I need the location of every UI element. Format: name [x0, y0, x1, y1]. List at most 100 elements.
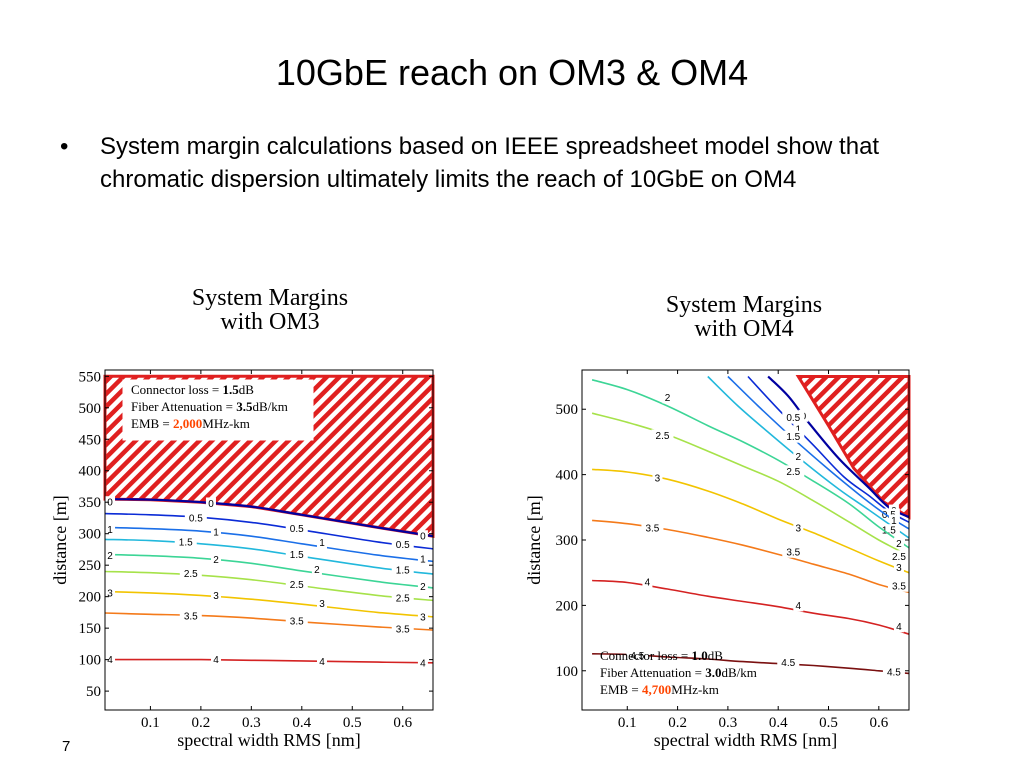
contour-label-0.5: 0.5 — [396, 540, 410, 551]
contour-label-bg — [893, 620, 904, 633]
contour-label-0: 0 — [107, 498, 113, 509]
y-tick-label: 550 — [79, 369, 102, 385]
contour-label-bg — [777, 656, 800, 669]
x-tick-label: 0.6 — [393, 715, 412, 731]
contour-label-4.5: 4.5 — [630, 651, 644, 662]
contour-label-1.5: 1.5 — [290, 550, 304, 561]
contour-label-bg — [782, 465, 805, 478]
contour-label-bg — [793, 522, 804, 535]
y-tick-label: 500 — [556, 402, 579, 418]
y-tick-label: 400 — [79, 464, 102, 480]
contour-label-bg — [793, 599, 804, 612]
contour-label-4: 4 — [213, 655, 219, 666]
contour-label-0: 0 — [208, 499, 214, 510]
contour-label-bg — [641, 522, 664, 535]
contour-label-0: 0 — [420, 532, 426, 543]
x-axis-label: spectral width RMS [nm] — [177, 730, 360, 750]
chart-title-om3-line2: with OM3 — [220, 309, 320, 335]
contour-line-2.5 — [104, 570, 434, 602]
contour-label-2.5: 2.5 — [290, 580, 304, 591]
contour-label-4: 4 — [107, 655, 113, 666]
contour-label-bg — [782, 411, 805, 424]
contour-label-bg — [211, 653, 222, 666]
x-tick-label: 0.1 — [618, 715, 637, 731]
contour-label-3.5: 3.5 — [645, 524, 659, 535]
contour-label-4: 4 — [796, 601, 802, 612]
contour-label-bg — [105, 523, 116, 536]
y-tick-label: 400 — [556, 468, 579, 484]
x-tick-label: 0.5 — [819, 715, 838, 731]
contour-label-4.5: 4.5 — [887, 668, 901, 679]
contour-line-1 — [104, 526, 434, 563]
contour-label-3: 3 — [319, 599, 325, 610]
contour-label-3: 3 — [213, 591, 219, 602]
contour-label-0.5: 0.5 — [786, 413, 800, 424]
x-tick-label: 0.4 — [769, 715, 788, 731]
contour-line-3.5 — [104, 612, 434, 631]
contour-label-bg — [652, 471, 663, 484]
contour-label-bg — [642, 575, 653, 588]
y-tick-label: 100 — [79, 653, 102, 669]
x-tick-label: 0.4 — [292, 715, 311, 731]
contour-label-bg — [311, 563, 322, 576]
chart-title-om4: System Margins with OM4 — [594, 293, 894, 341]
contour-label-2: 2 — [420, 582, 426, 593]
parameter-note: Connector loss = 1.5dB Fiber Attenuation … — [122, 379, 314, 441]
contour-label-bg — [285, 548, 308, 561]
contour-label-3.5: 3.5 — [184, 612, 198, 623]
bullet-marker: • — [60, 133, 69, 160]
y-tick-label: 500 — [79, 401, 102, 417]
contour-label-1: 1 — [420, 554, 426, 565]
contour-label-2: 2 — [796, 452, 802, 463]
contour-line-3 — [104, 590, 434, 618]
contour-label-bg — [316, 536, 327, 549]
contour-label-bg — [211, 525, 222, 538]
contour-label-2: 2 — [665, 393, 671, 404]
contour-label-1: 1 — [107, 525, 113, 536]
x-tick-label: 0.6 — [869, 715, 888, 731]
chart-title-om4-line2: with OM4 — [694, 316, 794, 342]
contour-label-bg — [285, 615, 308, 628]
contour-label-bg — [417, 580, 428, 593]
contour-line-2 — [104, 553, 434, 589]
contour-label-bg — [105, 549, 116, 562]
chart-om4: 000.50.5111.51.52222.52.52.53333.53.53.5… — [524, 369, 911, 750]
fiber-attenuation-text: Fiber Attenuation = 3.5dB/km — [131, 399, 288, 414]
contour-label-bg — [417, 656, 428, 669]
y-tick-label: 150 — [79, 621, 102, 637]
y-tick-label: 300 — [79, 527, 102, 543]
contour-label-0.5: 0.5 — [290, 524, 304, 535]
contour-label-bg — [391, 564, 414, 577]
bullet-point: • System margin calculations based on IE… — [60, 130, 980, 196]
contour-line-1.5 — [707, 375, 910, 539]
contour-label-bg — [316, 655, 327, 668]
contour-line-4 — [105, 658, 434, 664]
contour-label-3: 3 — [655, 473, 661, 484]
contour-label-bg — [793, 422, 804, 435]
y-tick-label: 250 — [79, 558, 102, 574]
y-tick-label: 450 — [79, 432, 102, 448]
contour-label-3.5: 3.5 — [290, 617, 304, 628]
y-tick-label: 200 — [556, 598, 579, 614]
contour-label-2: 2 — [213, 555, 219, 566]
contour-label-bg — [211, 553, 222, 566]
x-tick-label: 0.3 — [719, 715, 738, 731]
contour-label-bg — [887, 579, 910, 592]
connector-loss-text: Connector loss = 1.0dB — [600, 648, 723, 663]
contour-label-1.5: 1.5 — [786, 432, 800, 443]
plot-frame — [104, 369, 434, 711]
y-tick-label: 50 — [86, 684, 101, 700]
y-axis-label: distance [m] — [524, 495, 544, 584]
contour-line-2.5 — [591, 412, 910, 557]
bullet-text: System margin calculations based on IEEE… — [100, 133, 880, 193]
contour-label-bg — [417, 552, 428, 565]
contour-label-bg — [882, 666, 905, 679]
contour-line-0.5 — [104, 512, 434, 550]
contour-label-bg — [417, 530, 428, 543]
contour-label-2.5: 2.5 — [892, 552, 906, 563]
contour-label-bg — [888, 514, 899, 527]
contour-label-bg — [887, 550, 910, 563]
contour-label-bg — [205, 497, 216, 510]
contour-label-2: 2 — [314, 565, 320, 576]
chart-title-om4-line1: System Margins — [665, 292, 823, 318]
